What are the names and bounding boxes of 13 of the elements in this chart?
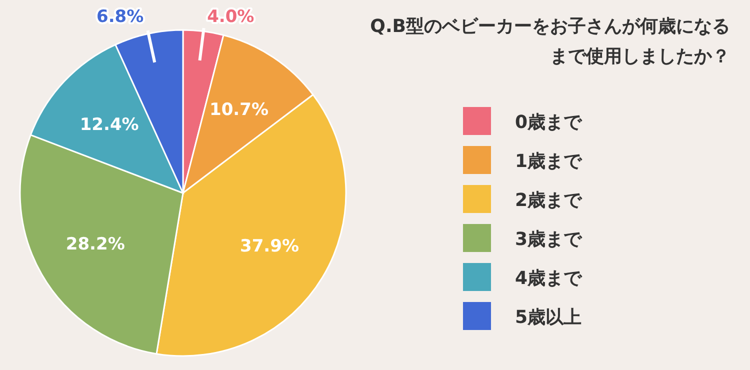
data-label: 6.8%: [96, 7, 144, 27]
data-label: 37.9%: [240, 236, 299, 256]
legend-label: 0歳まで: [515, 112, 583, 133]
legend-label: 2歳まで: [515, 190, 583, 211]
data-label: 28.2%: [66, 234, 125, 254]
legend-label: 3歳まで: [515, 229, 583, 250]
legend-label: 4歳まで: [515, 268, 583, 289]
data-label: 4.0%: [207, 7, 254, 27]
legend-label: 1歳まで: [515, 151, 583, 172]
data-label: 10.7%: [210, 100, 269, 120]
legend-label: 5歳以上: [515, 307, 582, 328]
data-label: 12.4%: [80, 114, 139, 135]
text: Q.B型のベビーカーをお子さんが何歳になるまで使用しましたか？: [369, 15, 730, 69]
